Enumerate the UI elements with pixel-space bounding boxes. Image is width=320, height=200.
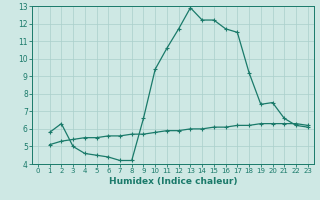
X-axis label: Humidex (Indice chaleur): Humidex (Indice chaleur) bbox=[108, 177, 237, 186]
